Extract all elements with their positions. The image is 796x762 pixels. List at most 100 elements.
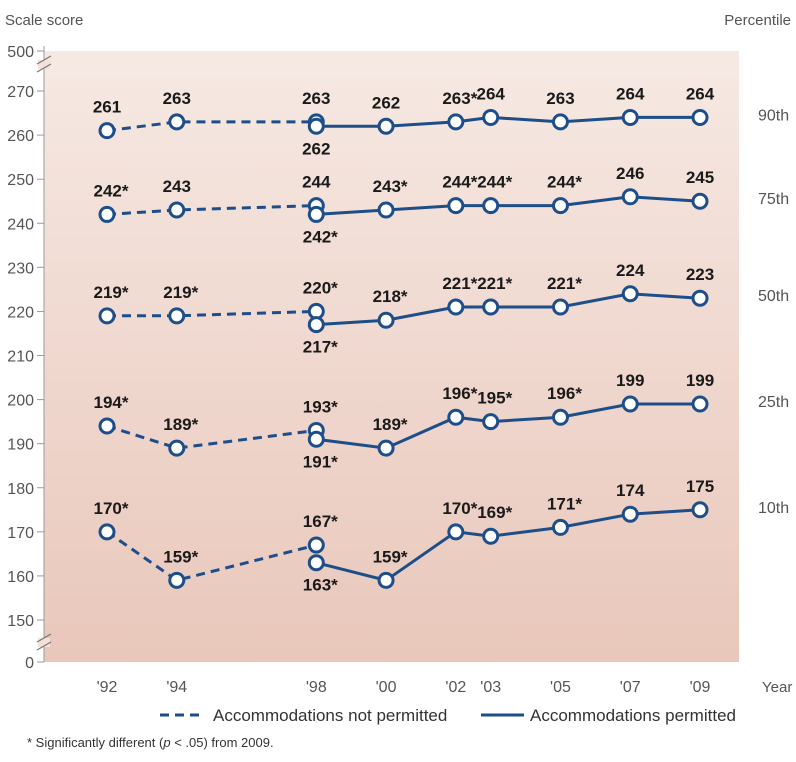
data-point <box>447 113 465 131</box>
data-label: 244* <box>477 173 512 192</box>
axis-break-mark <box>36 633 52 643</box>
data-point <box>307 430 325 448</box>
percentile-label-50th: 50th <box>758 288 789 305</box>
data-point <box>98 417 116 435</box>
data-label: 189* <box>163 415 198 434</box>
data-label: 220* <box>303 278 338 297</box>
data-point <box>691 501 709 519</box>
data-label: 199 <box>616 371 644 390</box>
data-point <box>307 117 325 135</box>
data-point <box>621 108 639 126</box>
data-label: 167* <box>303 512 338 531</box>
data-point <box>691 289 709 307</box>
data-point <box>551 113 569 131</box>
data-label: 159* <box>373 547 408 566</box>
data-label: 263 <box>546 89 574 108</box>
plot-background <box>44 51 739 662</box>
series-line-90th-not-permitted <box>106 120 317 133</box>
series-line-75th-not-permitted <box>106 204 317 216</box>
data-point <box>98 122 116 140</box>
data-label: 264 <box>477 84 506 103</box>
y-tick-label: 150 <box>7 613 34 630</box>
axis-break-gap <box>38 638 50 647</box>
legend-label-permitted: Accommodations permitted <box>530 706 736 725</box>
data-point <box>168 307 186 325</box>
x-tick-label: '92 <box>97 679 118 696</box>
data-label: 246 <box>616 164 644 183</box>
data-label: 193* <box>303 397 338 416</box>
data-point <box>168 113 186 131</box>
footnote-suffix: < .05) from 2009. <box>170 735 274 750</box>
y-axis-title: Scale score <box>5 12 83 29</box>
data-label: 169* <box>477 503 512 522</box>
legend-label-not-permitted: Accommodations not permitted <box>213 706 447 725</box>
data-point <box>168 439 186 457</box>
axis-break-mark <box>36 55 52 65</box>
series-layer <box>98 108 709 589</box>
data-label: 174 <box>616 481 645 500</box>
x-axis-title: Year <box>762 679 792 696</box>
data-point <box>168 201 186 219</box>
percentile-label-90th: 90th <box>758 107 789 124</box>
y-tick-label: 240 <box>7 216 34 233</box>
data-point <box>447 298 465 316</box>
data-label: 245 <box>686 168 714 187</box>
data-point <box>447 523 465 541</box>
y-tick-label: 190 <box>7 437 34 454</box>
percentile-label-10th: 10th <box>758 500 789 517</box>
y-tick-label: 0 <box>25 655 34 672</box>
data-label: 261 <box>93 98 121 117</box>
footnote-p: p <box>163 735 171 750</box>
data-point <box>551 298 569 316</box>
data-label: 263 <box>163 89 191 108</box>
data-label: 194* <box>94 393 129 412</box>
series-line-50th-not-permitted <box>107 309 317 318</box>
data-label: 221* <box>477 274 512 293</box>
series-line-25th-not-permitted <box>106 424 317 450</box>
x-tick-label: '02 <box>445 679 466 696</box>
data-label: 264 <box>616 84 645 103</box>
data-point <box>691 108 709 126</box>
x-tick-label: '00 <box>376 679 397 696</box>
y-tick-label: 500 <box>7 44 34 61</box>
data-point <box>482 298 500 316</box>
data-label: 219* <box>94 283 129 302</box>
percentile-label-25th: 25th <box>758 394 789 411</box>
y-tick-label: 160 <box>7 569 34 586</box>
data-label: 244* <box>547 173 582 192</box>
data-point <box>621 188 639 206</box>
y-tick-label: 200 <box>7 393 34 410</box>
y-tick-label: 230 <box>7 260 34 277</box>
data-point <box>98 205 116 223</box>
data-label: 244* <box>442 173 477 192</box>
x-tick-label: '98 <box>306 679 327 696</box>
data-point <box>691 395 709 413</box>
data-point <box>307 536 325 554</box>
data-point <box>621 395 639 413</box>
axis-layer: 150 160 170 180 190 200 210 220 230 240 250 260 270 5… <box>5 12 792 696</box>
footnote-prefix: * Significantly different ( <box>27 735 164 750</box>
data-label: 163* <box>303 576 338 595</box>
data-label: 218* <box>373 287 408 306</box>
data-label: 242* <box>94 181 129 200</box>
data-point <box>551 197 569 215</box>
data-label: 170* <box>442 499 477 518</box>
y-tick-label: 170 <box>7 525 34 542</box>
data-label: 221* <box>442 274 477 293</box>
x-tick-label: '07 <box>620 679 641 696</box>
data-label: 221* <box>547 274 582 293</box>
data-label: 195* <box>477 389 512 408</box>
x-tick-label: '03 <box>480 679 501 696</box>
data-point <box>377 571 395 589</box>
data-label: 159* <box>163 547 198 566</box>
data-point <box>621 505 639 523</box>
y-tick-label: 250 <box>7 172 34 189</box>
data-point <box>377 117 395 135</box>
y-tick-label: 210 <box>7 349 34 366</box>
legend: Accommodations not permitted Accommodatio… <box>160 706 736 725</box>
y-tick-label: 270 <box>7 84 34 101</box>
data-label: 196* <box>547 384 582 403</box>
data-point <box>98 307 116 325</box>
data-label: 217* <box>303 338 338 357</box>
